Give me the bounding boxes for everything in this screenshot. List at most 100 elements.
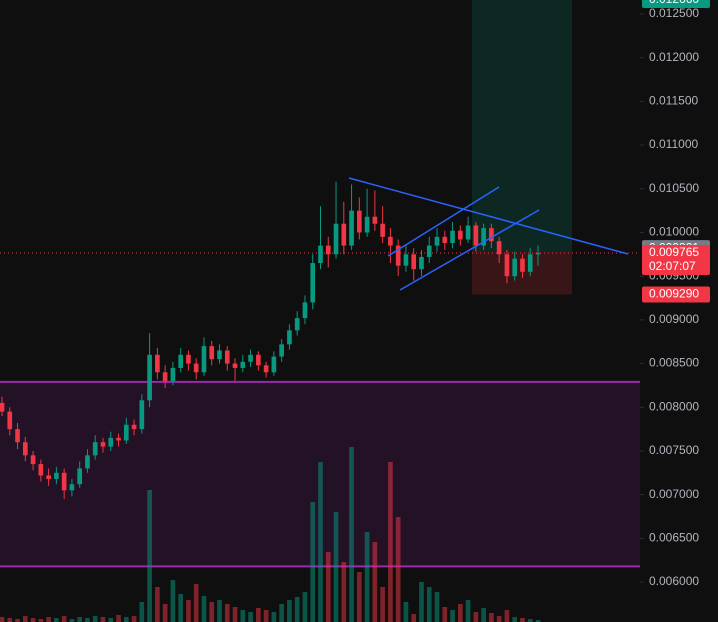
volume-bar [232, 607, 238, 622]
candle-body [139, 400, 145, 430]
candle-body [302, 302, 308, 319]
candle-body [364, 216, 370, 233]
volume-bar [30, 618, 36, 622]
candle-body [77, 468, 83, 485]
volume-bar [310, 502, 316, 622]
trend-line [348, 177, 629, 255]
volume-bar [256, 608, 261, 622]
volume-bar [38, 619, 44, 622]
candle-body [131, 424, 137, 430]
volume-bar [465, 600, 471, 622]
candle-body [147, 354, 152, 401]
volume-bar [341, 562, 347, 622]
candle-body [92, 442, 98, 456]
volume-bar [287, 600, 292, 622]
y-tick-label: 0.012000 [649, 50, 699, 64]
volume-bar [364, 532, 370, 622]
volume-bar [442, 607, 448, 622]
volume-bar [139, 602, 145, 622]
y-tick-label: 0.010000 [649, 225, 699, 239]
volume-bar [535, 620, 541, 622]
candle-body [388, 236, 393, 246]
candle-body [279, 344, 284, 357]
volume-bar [434, 592, 440, 622]
candle-body [271, 356, 277, 373]
candle-body [85, 455, 90, 469]
candle-body [465, 225, 471, 240]
candle-body [22, 442, 28, 456]
last-price-box [642, 245, 710, 276]
volume-bar [209, 602, 215, 622]
candle-body [426, 245, 432, 257]
volume-bar [100, 617, 106, 622]
candle-body [100, 442, 106, 447]
trend-lines [348, 177, 629, 291]
volume-bar [294, 597, 300, 622]
candle-body [349, 210, 354, 246]
candle-body [318, 245, 323, 264]
candle-body [419, 256, 424, 270]
y-tick-label: 0.006500 [649, 531, 699, 545]
candle-body [333, 223, 339, 255]
volume-bar [527, 619, 533, 622]
volume-bar [325, 552, 331, 622]
volume-bar [77, 617, 83, 622]
candle-body [481, 228, 486, 246]
y-tick-label: 0.008000 [649, 399, 699, 413]
candle-body [116, 437, 121, 441]
volume-bar [201, 596, 207, 622]
volume-bar [85, 618, 90, 622]
candle-body [434, 236, 440, 246]
candle-body [310, 263, 316, 303]
candle-body [263, 365, 269, 373]
candle-body [209, 346, 215, 360]
candle-body [395, 245, 401, 266]
candle-body [217, 350, 222, 360]
y-tick-label: 0.008500 [649, 356, 699, 370]
y-tick-label: 0.011000 [649, 137, 698, 151]
candle-body [325, 245, 331, 255]
candle-body [155, 354, 160, 373]
price-axis [640, 0, 718, 622]
y-tick-label: 0.007000 [649, 487, 699, 501]
volume-bar [108, 618, 114, 622]
y-tick-label: 0.006000 [649, 574, 699, 588]
candle-body [170, 367, 176, 382]
candle-body [123, 424, 129, 441]
last-price-label: 0.009765 [649, 245, 699, 259]
candle-body [489, 228, 494, 242]
volume-bar [457, 604, 463, 622]
volume-bar [419, 582, 424, 622]
candle-body [108, 437, 114, 447]
candle-body [162, 372, 168, 382]
volume-bar [372, 542, 378, 622]
volume-bar [279, 604, 284, 622]
candle-body [186, 354, 191, 364]
candle-body [256, 354, 261, 366]
y-tick-label: 0.009000 [649, 312, 699, 326]
volume-bar [147, 490, 152, 622]
volume-bar [178, 594, 183, 622]
target-label-box [642, 0, 710, 8]
candle-body [512, 258, 518, 277]
volume-bar [15, 619, 20, 622]
volume-bar [61, 616, 67, 622]
volume-bar [116, 615, 121, 622]
candle-body [248, 354, 253, 362]
volume-bar [162, 604, 168, 622]
position-target [472, 0, 572, 252]
stop-label-box [642, 286, 710, 303]
volume-bar [248, 612, 253, 622]
volume-bar [403, 602, 409, 622]
candle-body [232, 363, 238, 368]
trend-line [387, 186, 500, 257]
volume-bar [123, 617, 129, 622]
candle-body [357, 210, 362, 233]
candle-body [46, 475, 51, 479]
volume-bar [22, 616, 28, 622]
volume-bar [92, 616, 98, 622]
candle-body [535, 253, 541, 255]
volume-bar [302, 592, 308, 622]
candle-body [193, 363, 199, 373]
candle-body [380, 223, 385, 237]
